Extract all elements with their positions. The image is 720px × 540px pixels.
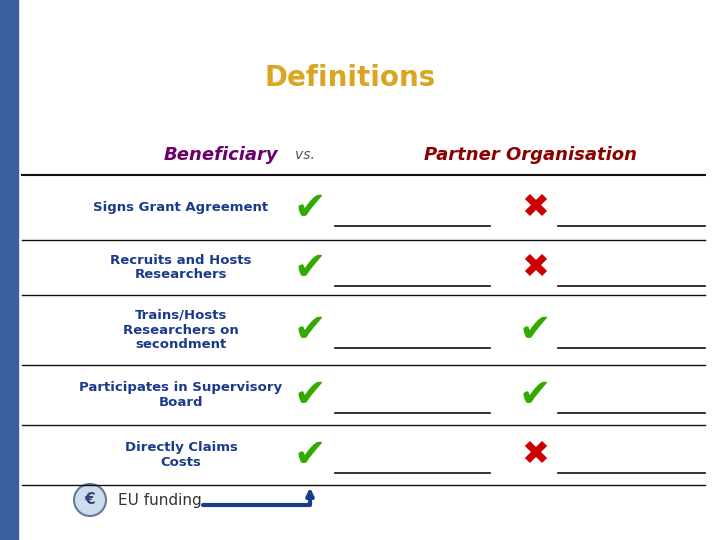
Text: Recruits and Hosts
Researchers: Recruits and Hosts Researchers — [110, 253, 252, 281]
Text: ✖: ✖ — [521, 438, 549, 471]
Text: ✔: ✔ — [518, 311, 552, 349]
Bar — [0, 0, 18, 540]
Text: Signs Grant Agreement: Signs Grant Agreement — [94, 201, 269, 214]
Text: Beneficiary: Beneficiary — [163, 146, 278, 164]
Text: €: € — [85, 492, 95, 508]
Circle shape — [74, 484, 106, 516]
Text: Trains/Hosts
Researchers on
secondment: Trains/Hosts Researchers on secondment — [123, 308, 239, 352]
Text: ✔: ✔ — [294, 436, 326, 474]
Text: ✔: ✔ — [518, 376, 552, 414]
Text: Participates in Supervisory
Board: Participates in Supervisory Board — [79, 381, 282, 409]
Text: Partner Organisation: Partner Organisation — [423, 146, 636, 164]
Text: EU funding: EU funding — [118, 492, 202, 508]
Text: vs.: vs. — [295, 148, 315, 162]
Text: Directly Claims
Costs: Directly Claims Costs — [125, 441, 238, 469]
Text: ✔: ✔ — [294, 376, 326, 414]
Text: ✖: ✖ — [521, 191, 549, 224]
Text: ✔: ✔ — [294, 248, 326, 287]
Text: ✖: ✖ — [521, 251, 549, 284]
Text: Definitions: Definitions — [264, 64, 436, 92]
Text: ✔: ✔ — [294, 311, 326, 349]
Text: ✔: ✔ — [294, 188, 326, 226]
